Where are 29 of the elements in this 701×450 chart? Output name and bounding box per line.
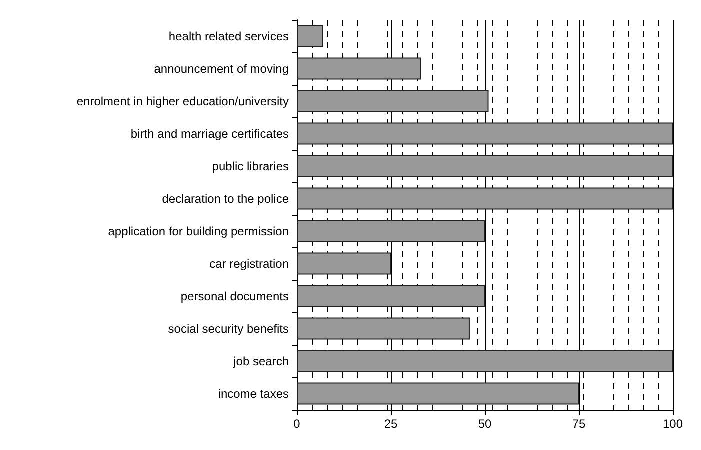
y-tick-label: job search <box>232 354 289 368</box>
y-tick-label: health related services <box>168 29 289 44</box>
bar <box>297 350 673 372</box>
y-tick-label: announcement of moving <box>154 62 289 76</box>
y-tick-label: declaration to the police <box>162 192 290 206</box>
x-tick-label: 75 <box>572 417 586 431</box>
bar <box>297 318 470 340</box>
y-tick-label: social security benefits <box>168 322 289 336</box>
x-tick-label: 50 <box>478 417 492 431</box>
y-tick-label: personal documents <box>180 289 289 304</box>
bar <box>297 188 673 210</box>
bar <box>297 285 485 308</box>
y-tick-label: birth and marriage certificates <box>130 126 289 141</box>
x-tick-label: 100 <box>662 417 684 431</box>
bar <box>297 90 489 112</box>
bar <box>297 25 324 48</box>
bar <box>297 252 391 275</box>
bar <box>297 122 673 145</box>
x-tick-label: 0 <box>294 417 301 431</box>
y-tick-label: car registration <box>210 256 289 271</box>
y-tick-label: income taxes <box>218 386 289 401</box>
y-tick-label: enrolment in higher education/university <box>76 94 289 108</box>
bar <box>297 155 673 178</box>
bar <box>297 58 422 80</box>
y-tick-label: application for building permission <box>108 224 289 238</box>
bar <box>297 220 485 242</box>
x-tick-label: 25 <box>384 417 398 431</box>
bar <box>297 382 579 405</box>
y-tick-label: public libraries <box>212 159 289 174</box>
